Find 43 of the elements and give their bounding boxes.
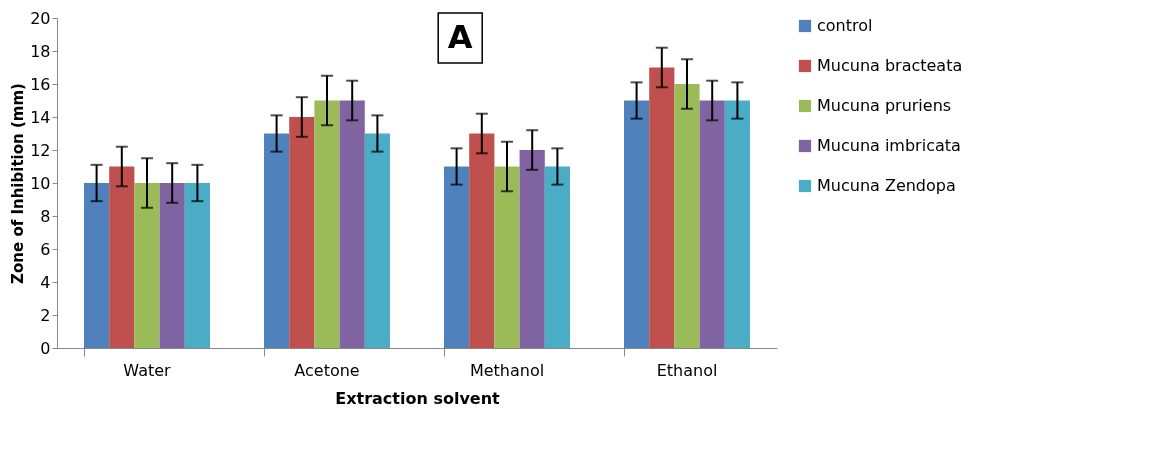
bar [339,100,365,348]
y-tick-label: 18 [30,41,51,61]
x-tick-label: Ethanol [656,360,718,380]
legend-label: control [817,16,873,35]
bar [109,166,135,348]
bar [264,133,290,348]
legend-label: Mucuna pruriens [817,96,952,115]
bar [134,183,160,348]
bar [674,84,700,348]
chart-title: A [447,18,473,56]
bar [364,133,390,348]
x-axis-title: Extraction solvent [335,388,501,408]
legend-label: Mucuna imbricata [817,136,961,155]
bar [469,133,495,348]
y-tick-label: 8 [40,206,51,226]
bar [184,183,210,348]
x-tick-label: Water [123,360,172,380]
bar [289,117,315,348]
y-tick-label: 16 [30,74,51,94]
bar [314,100,340,348]
bar [699,100,725,348]
x-tick-label: Acetone [294,360,360,380]
bar [544,166,570,348]
bar [624,100,650,348]
bar [724,100,750,348]
y-tick-label: 12 [30,140,51,160]
bar [84,183,110,348]
y-tick-label: 10 [30,173,51,193]
y-tick-label: 14 [30,107,51,127]
legend-label: Mucuna bracteata [817,56,963,75]
y-tick-label: 2 [40,305,51,325]
y-tick-label: 0 [40,338,51,358]
y-tick-label: 20 [30,8,51,28]
bar [494,166,520,348]
bar [444,166,470,348]
x-tick-label: Methanol [469,360,545,380]
bar [159,183,185,348]
y-tick-label: 4 [40,272,51,292]
legend-label: Mucuna Zendopa [817,176,956,195]
y-axis-title: Zone of Inhibition (mm) [9,83,28,284]
bar [519,150,545,348]
bar [649,67,675,348]
y-tick-label: 6 [40,239,51,259]
